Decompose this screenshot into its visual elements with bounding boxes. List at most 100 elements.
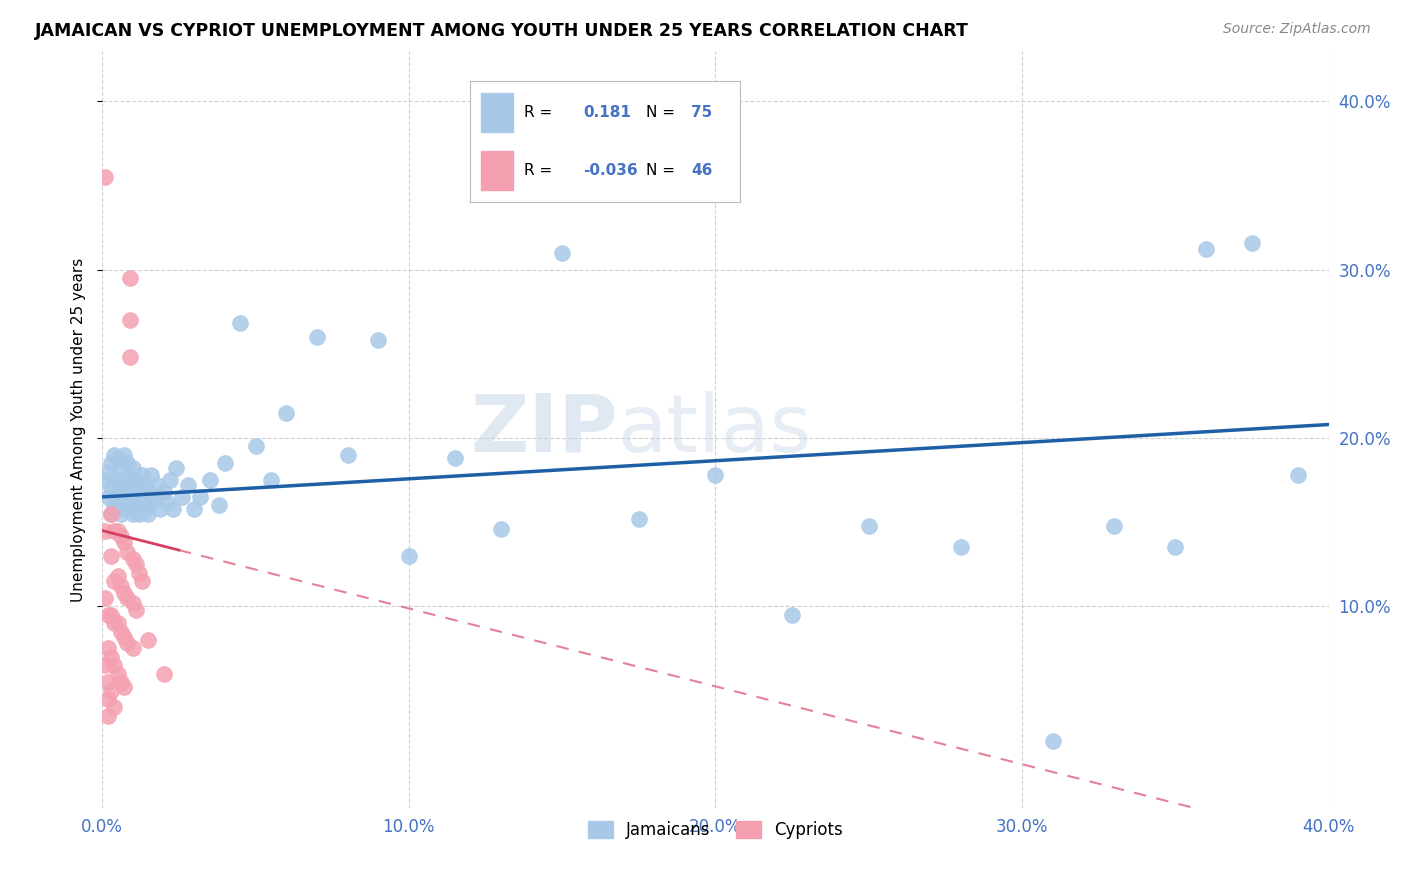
Point	[115, 456, 138, 470]
Point	[276, 406, 298, 420]
Point	[159, 473, 181, 487]
Point	[122, 641, 145, 656]
Point	[110, 484, 132, 499]
Point	[112, 535, 135, 549]
Point	[112, 630, 135, 644]
Point	[94, 524, 117, 538]
Point	[110, 579, 132, 593]
Point	[143, 490, 166, 504]
Point	[125, 473, 148, 487]
Point	[97, 692, 120, 706]
Point	[229, 317, 252, 331]
Point	[94, 591, 117, 605]
Point	[122, 507, 145, 521]
Point	[188, 490, 211, 504]
Point	[118, 313, 141, 327]
Point	[170, 490, 193, 504]
Point	[100, 649, 122, 664]
Point	[1042, 734, 1064, 748]
Point	[97, 708, 120, 723]
Point	[110, 529, 132, 543]
Point	[128, 507, 150, 521]
Point	[94, 169, 117, 184]
Point	[128, 482, 150, 496]
Point	[97, 490, 120, 504]
Point	[1164, 541, 1187, 555]
Point	[122, 461, 145, 475]
Point	[125, 499, 148, 513]
Point	[627, 512, 650, 526]
Point	[208, 499, 231, 513]
Point	[107, 524, 129, 538]
Point	[97, 607, 120, 622]
Point	[155, 495, 177, 509]
Point	[551, 245, 574, 260]
Point	[94, 473, 117, 487]
Point	[110, 624, 132, 639]
Point	[1286, 468, 1309, 483]
Legend: Jamaicans, Cypriots: Jamaicans, Cypriots	[581, 814, 849, 846]
Point	[1102, 518, 1125, 533]
Point	[103, 473, 125, 487]
Point	[107, 501, 129, 516]
Point	[100, 507, 122, 521]
Point	[103, 658, 125, 673]
Point	[131, 468, 153, 483]
Point	[115, 591, 138, 605]
Point	[107, 666, 129, 681]
Point	[198, 473, 221, 487]
Text: JAMAICAN VS CYPRIOT UNEMPLOYMENT AMONG YOUTH UNDER 25 YEARS CORRELATION CHART: JAMAICAN VS CYPRIOT UNEMPLOYMENT AMONG Y…	[35, 22, 969, 40]
Point	[97, 641, 120, 656]
Point	[115, 501, 138, 516]
Point	[183, 501, 205, 516]
Point	[162, 501, 184, 516]
Point	[103, 700, 125, 714]
Point	[112, 495, 135, 509]
Point	[152, 666, 174, 681]
Point	[489, 522, 512, 536]
Point	[141, 468, 163, 483]
Text: atlas: atlas	[617, 391, 811, 468]
Point	[141, 495, 163, 509]
Point	[146, 478, 169, 492]
Point	[94, 658, 117, 673]
Point	[100, 507, 122, 521]
Point	[103, 499, 125, 513]
Point	[97, 675, 120, 690]
Point	[134, 501, 156, 516]
Point	[112, 473, 135, 487]
Point	[115, 636, 138, 650]
Point	[100, 482, 122, 496]
Point	[780, 607, 803, 622]
Point	[103, 616, 125, 631]
Point	[112, 586, 135, 600]
Point	[118, 350, 141, 364]
Point	[128, 566, 150, 580]
Point	[107, 616, 129, 631]
Point	[131, 574, 153, 588]
Point	[118, 468, 141, 483]
Point	[177, 478, 200, 492]
Point	[1195, 243, 1218, 257]
Point	[444, 451, 467, 466]
Point	[115, 482, 138, 496]
Point	[136, 633, 159, 648]
Point	[367, 334, 389, 348]
Point	[152, 484, 174, 499]
Point	[97, 465, 120, 479]
Point	[704, 468, 727, 483]
Point	[125, 558, 148, 572]
Point	[100, 607, 122, 622]
Point	[100, 456, 122, 470]
Point	[103, 574, 125, 588]
Point	[118, 271, 141, 285]
Point	[125, 603, 148, 617]
Point	[100, 549, 122, 563]
Point	[110, 461, 132, 475]
Point	[118, 499, 141, 513]
Point	[107, 478, 129, 492]
Point	[100, 683, 122, 698]
Point	[112, 680, 135, 694]
Point	[136, 484, 159, 499]
Point	[949, 541, 972, 555]
